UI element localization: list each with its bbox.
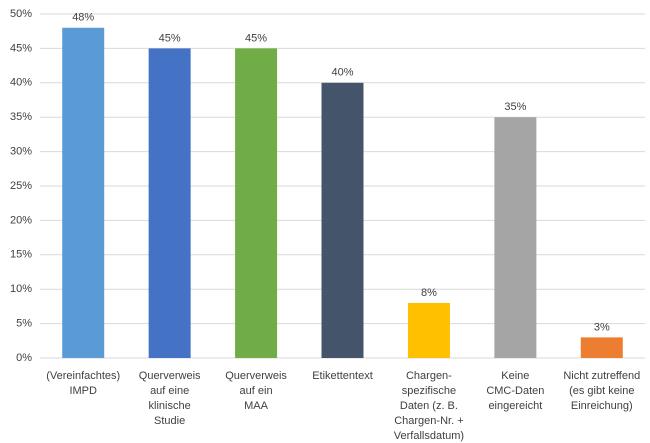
x-tick-label: Studie [154, 415, 185, 427]
x-tick-label: spezifische [402, 385, 456, 397]
x-tick-label: auf eine [150, 385, 189, 397]
y-tick-label: 15% [10, 249, 32, 261]
bar [407, 302, 450, 358]
x-tick-label: Etikettentext [312, 370, 373, 382]
x-tick-label: Querverweis [139, 370, 201, 382]
x-tick-label: klinische [149, 400, 191, 412]
value-label: 35% [504, 101, 526, 113]
value-label: 45% [245, 32, 267, 44]
x-tick-label: auf ein [240, 385, 273, 397]
x-tick-label: MAA [244, 400, 269, 412]
value-label: 48% [72, 12, 94, 24]
x-tick-label: Keine [501, 370, 529, 382]
x-tick-label: Querverweis [225, 370, 287, 382]
x-tick-label: Einreichung) [571, 400, 633, 412]
value-label: 45% [159, 32, 181, 44]
y-tick-label: 45% [10, 42, 32, 54]
y-tick-label: 50% [10, 8, 32, 20]
y-tick-label: 0% [16, 352, 32, 364]
x-tick-label: Nicht zutreffend [563, 370, 640, 382]
y-tick-label: 5% [16, 318, 32, 330]
bar [62, 27, 105, 358]
value-label: 8% [421, 287, 437, 299]
x-tick-label: Daten (z. B. [400, 400, 458, 412]
y-tick-label: 25% [10, 180, 32, 192]
y-tick-label: 30% [10, 146, 32, 158]
value-label: 40% [331, 67, 353, 79]
x-tick-label: IMPD [69, 385, 97, 397]
x-tick-label: (es gibt keine [569, 385, 634, 397]
x-tick-label: CMC-Daten [486, 385, 544, 397]
bar [235, 48, 278, 359]
value-label: 3% [594, 321, 610, 333]
y-tick-label: 20% [10, 214, 32, 226]
bar [494, 117, 537, 358]
bar [148, 48, 191, 359]
x-tick-label: Verfallsdatum) [394, 430, 464, 442]
x-tick-label: Chargen- [406, 370, 452, 382]
y-tick-label: 35% [10, 111, 32, 123]
x-tick-label: eingereicht [488, 400, 542, 412]
bar [580, 337, 623, 358]
x-tick-label: Chargen-Nr. + [394, 415, 463, 427]
y-tick-label: 10% [10, 283, 32, 295]
x-tick-label: (Vereinfachtes) [46, 370, 120, 382]
y-tick-label: 40% [10, 77, 32, 89]
bar [321, 82, 364, 359]
